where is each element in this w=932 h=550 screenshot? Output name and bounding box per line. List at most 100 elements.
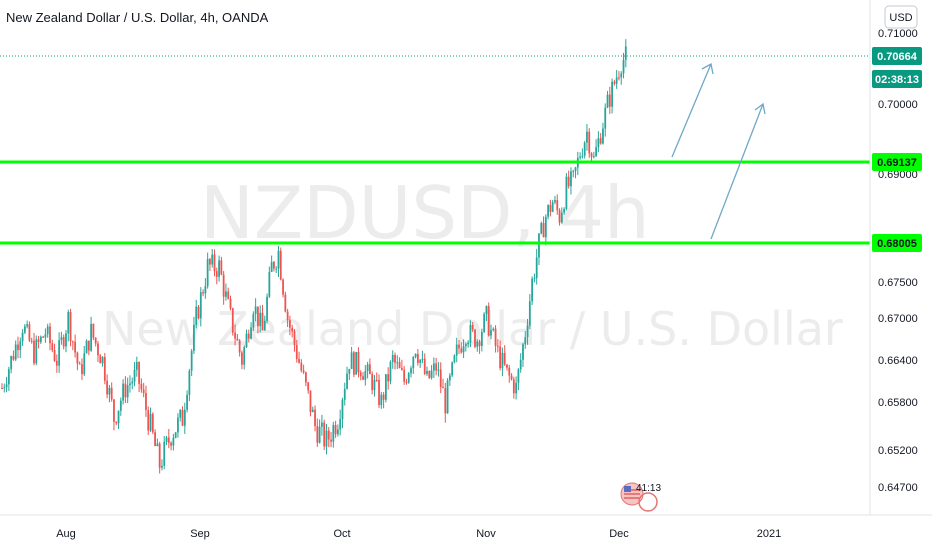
- candle: [332, 421, 335, 448]
- candle: [407, 371, 410, 384]
- candle: [592, 151, 595, 159]
- candle: [7, 366, 10, 391]
- candle: [279, 247, 282, 281]
- candle: [211, 248, 214, 268]
- candle: [483, 312, 486, 334]
- candle: [241, 350, 243, 370]
- candle: [378, 374, 380, 408]
- candle: [206, 252, 209, 289]
- time-axis[interactable]: Aug Sep Oct Nov Dec 2021: [56, 528, 781, 540]
- candle: [257, 306, 259, 334]
- candle: [142, 382, 145, 398]
- candle: [469, 320, 472, 348]
- candle: [145, 385, 147, 417]
- candle: [291, 324, 294, 338]
- last-price-tag: 0.70664: [872, 47, 922, 65]
- candle: [165, 435, 168, 446]
- candle: [204, 278, 207, 299]
- candle: [485, 305, 488, 322]
- event-marker[interactable]: 41:13: [620, 482, 661, 512]
- candle: [519, 353, 522, 373]
- candle: [325, 424, 328, 455]
- candle: [419, 359, 422, 368]
- candle: [163, 436, 166, 470]
- candle: [439, 362, 442, 394]
- price-tick-label: 0.65800: [878, 397, 918, 409]
- candle: [522, 342, 524, 367]
- candle: [58, 332, 61, 373]
- price-tick-label: 0.67500: [878, 277, 918, 289]
- candle: [252, 311, 255, 331]
- svg-text:USD: USD: [889, 12, 912, 24]
- candle: [103, 352, 106, 385]
- candle: [579, 152, 582, 160]
- candle: [151, 412, 154, 435]
- candle: [442, 378, 444, 389]
- candle: [396, 355, 399, 369]
- candle: [277, 245, 280, 278]
- candle: [503, 345, 506, 366]
- candle: [131, 377, 134, 390]
- candle: [595, 139, 597, 157]
- candle: [273, 260, 275, 272]
- price-tick-label: 0.65200: [878, 445, 918, 457]
- candle: [560, 207, 563, 224]
- candle: [19, 337, 22, 359]
- time-tick-label: Sep: [190, 528, 210, 540]
- candle: [179, 408, 182, 422]
- candle: [444, 382, 447, 423]
- candle: [416, 348, 419, 366]
- price-tick-label: 0.64700: [878, 482, 918, 494]
- candle: [197, 304, 200, 320]
- candle: [172, 433, 175, 451]
- candle: [44, 328, 47, 343]
- svg-text:0.68005: 0.68005: [877, 238, 917, 250]
- candle: [380, 391, 383, 409]
- candle: [608, 86, 611, 115]
- candle: [106, 374, 109, 399]
- candle: [33, 332, 35, 366]
- candle: [259, 305, 262, 333]
- candle: [62, 334, 65, 350]
- candle: [263, 315, 266, 331]
- candle: [35, 335, 38, 366]
- candle: [83, 345, 86, 376]
- time-tick-label: Aug: [56, 528, 76, 540]
- candle: [110, 382, 113, 402]
- candle: [302, 364, 305, 375]
- currency-button[interactable]: USD: [884, 5, 918, 29]
- candle: [85, 339, 88, 354]
- candle: [588, 128, 591, 158]
- candle: [188, 368, 191, 402]
- candle: [528, 294, 531, 330]
- candle: [330, 431, 332, 448]
- candle: [362, 372, 364, 381]
- candle: [199, 287, 202, 327]
- candle: [282, 278, 284, 298]
- candle: [309, 390, 312, 417]
- candle: [403, 366, 406, 385]
- candle: [570, 167, 572, 195]
- candle: [147, 406, 150, 436]
- candle: [460, 342, 463, 354]
- candle: [462, 339, 465, 359]
- candle: [156, 438, 159, 447]
- candle: [124, 376, 127, 403]
- time-tick-label: 2021: [757, 528, 781, 540]
- candle: [268, 266, 271, 298]
- candle: [544, 214, 547, 246]
- candle: [448, 373, 451, 386]
- candle: [117, 410, 120, 430]
- candle: [599, 133, 602, 145]
- candle: [359, 370, 362, 381]
- candle: [90, 316, 93, 352]
- projection-arrow-2[interactable]: [710, 102, 766, 240]
- price-scale[interactable]: 0.710000.700000.690000.680000.675000.670…: [878, 28, 918, 494]
- candle: [293, 329, 296, 352]
- candle: [487, 302, 490, 337]
- projection-arrow-1[interactable]: [671, 62, 714, 158]
- candle: [69, 308, 72, 347]
- level-lower-tag: 0.68005: [872, 234, 922, 252]
- candle: [506, 364, 508, 371]
